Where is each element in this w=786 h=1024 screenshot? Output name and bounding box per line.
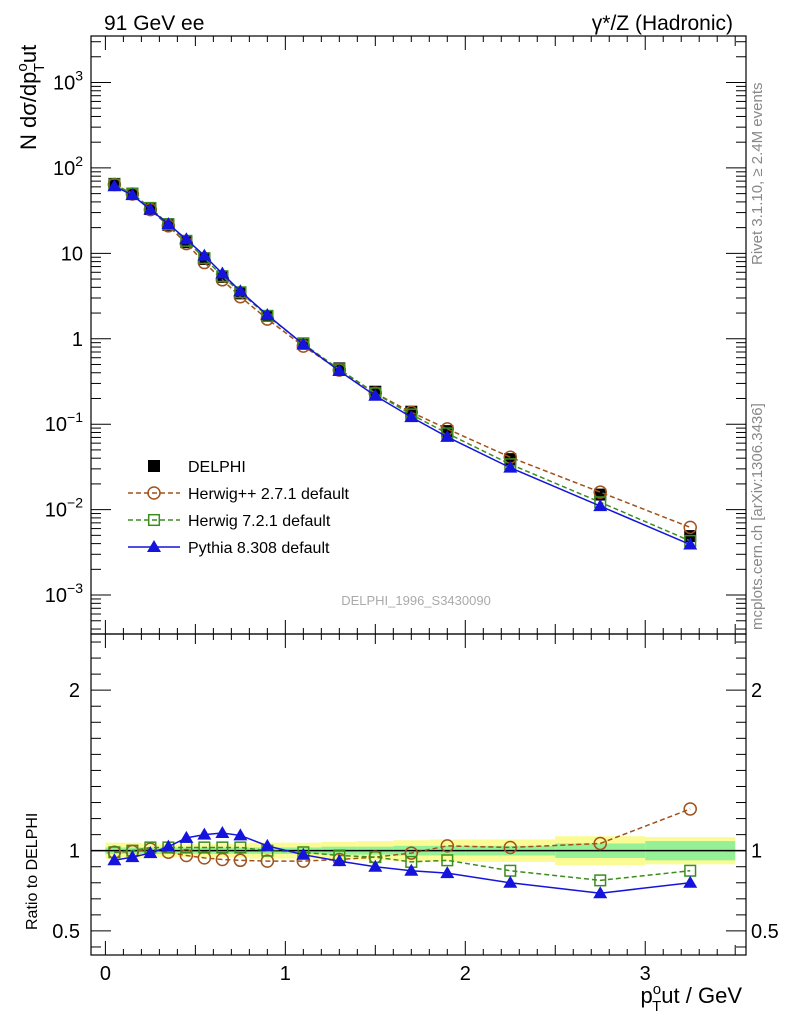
data-point	[683, 802, 697, 816]
y-tick-label: 102	[53, 153, 83, 180]
data-point	[161, 839, 176, 852]
data-point	[404, 863, 419, 876]
data-point	[296, 847, 311, 860]
y-tick-label: 10−1	[45, 409, 83, 436]
ratio-y-tick-label-right: 1	[751, 841, 762, 863]
legend-entry-delphi: DELPHI	[148, 459, 246, 476]
x-tick-label: 0	[100, 963, 111, 985]
legend-label: Herwig 7.2.1 default	[188, 513, 331, 530]
legend-label: DELPHI	[188, 459, 246, 476]
data-point	[296, 337, 311, 350]
ratio-y-tick-label-left: 0.5	[52, 921, 80, 943]
legend-entry-herwig-7-2-1-default: Herwig 7.2.1 default	[128, 513, 331, 530]
data-point	[179, 830, 194, 843]
data-point	[179, 232, 194, 245]
data-point	[233, 828, 248, 841]
data-point	[593, 499, 608, 512]
data-point	[161, 217, 176, 230]
analysis-watermark: DELPHI_1996_S3430090	[341, 593, 491, 608]
legend-entry-herwig-2-7-1-default: Herwig++ 2.7.1 default	[128, 486, 350, 503]
data-point	[198, 841, 211, 854]
ratio-y-tick-label-left: 2	[69, 680, 80, 702]
data-point	[503, 875, 518, 888]
data-point	[503, 840, 518, 855]
data-point	[593, 886, 608, 899]
y-tick-label: 10−3	[45, 580, 83, 607]
data-point	[593, 485, 607, 499]
x-tick-label: 2	[460, 963, 471, 985]
data-point	[233, 853, 248, 868]
data-point	[125, 188, 140, 201]
header-left-label: 91 GeV ee	[104, 12, 204, 35]
tick-layer: 0 1 2 3 10−3 10−2 10−1 1 10 102 103 0.5 0.5 1 1 2 2	[45, 36, 779, 985]
data-point	[179, 848, 194, 863]
data-point	[332, 363, 347, 376]
data-point	[683, 537, 698, 550]
data-point	[683, 520, 697, 535]
legend-entry-pythia-8-308-default: Pythia 8.308 default	[128, 540, 330, 557]
ratio-y-tick-label-right: 0.5	[751, 921, 779, 943]
data-point	[216, 841, 229, 854]
data-point	[368, 388, 383, 401]
data-point	[594, 874, 607, 887]
legend-marker	[147, 540, 161, 552]
data-point	[440, 839, 455, 853]
x-axis-label: po Tut / GeV	[641, 981, 743, 1015]
data-point	[332, 854, 347, 867]
rivet-label: Rivet 3.1.10, ≥ 2.4M events	[749, 83, 766, 266]
y-tick-label: 10−2	[45, 495, 83, 522]
data-point	[197, 851, 212, 865]
data-point	[143, 846, 158, 859]
series-herwig-2-7-1-default-main	[107, 177, 697, 535]
data-point	[197, 827, 212, 840]
data-point	[233, 284, 248, 297]
legend-label: Herwig++ 2.7.1 default	[188, 486, 350, 503]
plot-frames	[90, 35, 747, 956]
data-point	[440, 866, 455, 879]
data-point	[593, 836, 607, 851]
legend-marker	[147, 486, 161, 500]
y-tick-label: 103	[53, 67, 83, 94]
data-point	[440, 429, 455, 442]
x-tick-label: 3	[640, 963, 651, 985]
series-layer	[107, 177, 698, 899]
ratio-y-tick-label-right: 2	[751, 680, 762, 702]
data-point	[107, 179, 122, 192]
data-point	[107, 853, 122, 866]
ratio-y-tick-label-left: 1	[69, 841, 80, 863]
series-pythia-8-308-default-main	[107, 179, 698, 550]
main-y-axis-label: N dσ/dpoTut	[14, 45, 48, 150]
data-point	[125, 850, 140, 863]
data-point	[260, 307, 275, 320]
data-point	[441, 854, 454, 867]
mcplots-label: mcplots.cern.ch [arXiv:1306.3436]	[749, 403, 766, 630]
data-point	[260, 854, 275, 868]
y-tick-label: 1	[72, 329, 83, 351]
data-point	[368, 859, 383, 872]
data-point	[215, 826, 230, 839]
data-point	[683, 875, 698, 888]
ratio-panel-frame	[90, 633, 747, 956]
data-point	[143, 202, 158, 215]
legend: DELPHI Herwig++ 2.7.1 default Herwig 7.2.1…	[128, 459, 350, 557]
legend-marker	[148, 460, 160, 472]
data-point	[404, 410, 419, 423]
legend-label: Pythia 8.308 default	[188, 540, 330, 557]
data-point	[234, 841, 247, 854]
data-point	[215, 266, 230, 279]
data-point	[404, 846, 419, 860]
header-right-label: γ*/Z (Hadronic)	[592, 12, 733, 35]
y-tick-label: 10	[61, 243, 83, 265]
data-point	[503, 460, 518, 473]
x-tick-label: 1	[280, 963, 291, 985]
data-point	[197, 248, 212, 261]
legend-marker	[147, 513, 161, 527]
ratio-y-axis-label: Ratio to DELPHI	[24, 813, 41, 930]
series-pythia-8-308-default-ratio	[107, 826, 698, 899]
data-point	[260, 838, 275, 851]
